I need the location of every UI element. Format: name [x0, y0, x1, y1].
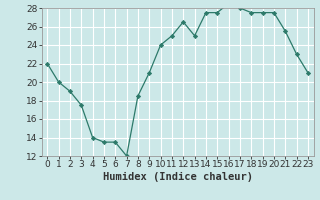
- X-axis label: Humidex (Indice chaleur): Humidex (Indice chaleur): [103, 172, 252, 182]
